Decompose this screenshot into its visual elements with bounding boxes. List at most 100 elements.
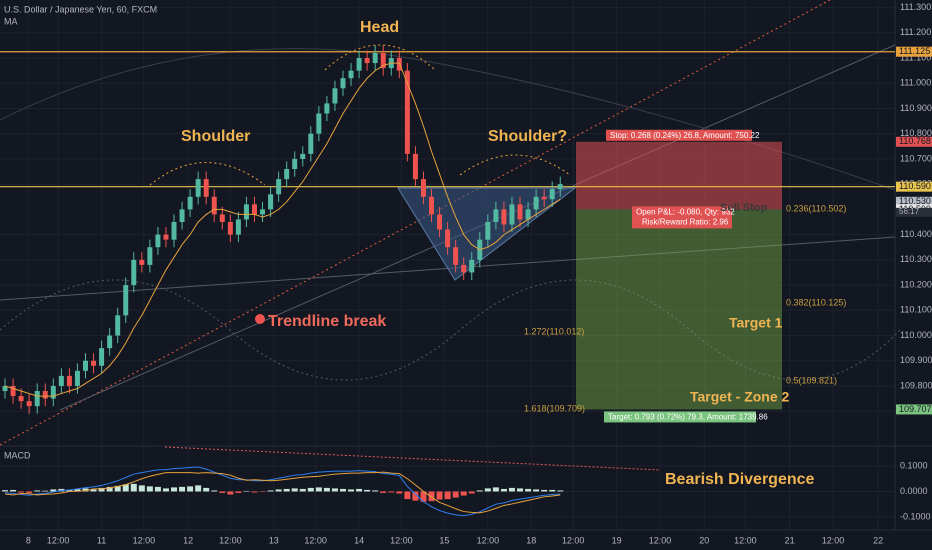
break-marker bbox=[255, 314, 265, 324]
x-tick-label: 15 bbox=[439, 535, 449, 545]
price-tag-label: 111.125 bbox=[899, 46, 930, 56]
macd-bar bbox=[323, 487, 330, 492]
x-tick-label: 18 bbox=[526, 535, 536, 545]
annotation: Sell Stop bbox=[720, 202, 767, 214]
y-tick-label: 110.700 bbox=[900, 153, 932, 163]
candle-body bbox=[123, 285, 129, 316]
candle-body bbox=[372, 52, 378, 64]
macd-bar bbox=[412, 491, 419, 501]
candle-body bbox=[324, 103, 330, 114]
macd-bar bbox=[557, 490, 564, 492]
macd-bar bbox=[122, 484, 129, 492]
x-tick-label: 12:00 bbox=[734, 535, 757, 545]
y-tick-label: 0.0000 bbox=[900, 486, 928, 496]
candle-body bbox=[525, 209, 531, 220]
candle-body bbox=[549, 189, 555, 200]
macd-bar bbox=[162, 488, 169, 492]
candle-body bbox=[557, 184, 563, 190]
candle-body bbox=[131, 259, 137, 286]
candle-body bbox=[203, 179, 209, 197]
macd-title: MACD bbox=[4, 450, 31, 460]
macd-bar bbox=[307, 487, 314, 492]
macd-bar bbox=[500, 488, 507, 492]
candle-body bbox=[187, 196, 193, 210]
macd-bar bbox=[114, 485, 121, 492]
stop-label: Stop: 0.268 (0.24%) 26.8, Amount: 750.22 bbox=[610, 131, 760, 140]
symbol-title: U.S. Dollar / Japanese Yen, 60, FXCM bbox=[4, 4, 157, 14]
y-tick-label: 109.800 bbox=[900, 380, 932, 390]
macd-bar bbox=[348, 489, 355, 492]
price-tag bbox=[896, 136, 932, 147]
divergence-line bbox=[164, 446, 661, 471]
macd-bar bbox=[259, 491, 266, 492]
candle-body bbox=[34, 391, 40, 407]
macd-bar bbox=[533, 489, 540, 492]
price-tag-label: 109.707 bbox=[899, 404, 932, 414]
macd-bar bbox=[492, 487, 499, 492]
x-tick-label: 22 bbox=[873, 535, 883, 545]
annotation: Bearish Divergence bbox=[665, 471, 815, 488]
candle-body bbox=[91, 360, 97, 366]
macd-bar bbox=[476, 490, 483, 492]
candle-body bbox=[26, 401, 32, 407]
candle-body bbox=[82, 360, 88, 371]
candle-body bbox=[268, 194, 274, 210]
countdown-box bbox=[896, 207, 932, 217]
price-tag-label: 110.530 bbox=[899, 196, 931, 206]
candle-body bbox=[243, 204, 249, 220]
macd-bar bbox=[388, 491, 395, 493]
x-tick-label: 12:00 bbox=[390, 535, 413, 545]
y-tick-label: 111.000 bbox=[900, 78, 931, 88]
trendline bbox=[0, 0, 831, 446]
macd-bar bbox=[549, 489, 556, 492]
x-tick-label: 12:00 bbox=[822, 535, 845, 545]
x-tick-label: 20 bbox=[699, 535, 709, 545]
price-tag bbox=[896, 46, 932, 57]
y-tick-label: 111.100 bbox=[900, 52, 931, 62]
x-tick-label: 11 bbox=[97, 535, 106, 545]
macd-bar bbox=[2, 490, 9, 492]
x-tick-label: 8 bbox=[26, 535, 31, 545]
macd-bar bbox=[339, 488, 346, 492]
candle-body bbox=[533, 196, 539, 210]
macd-bar bbox=[154, 486, 161, 492]
candle-body bbox=[364, 58, 370, 64]
x-tick-label: 14 bbox=[354, 535, 364, 545]
macd-bar bbox=[211, 490, 218, 492]
x-tick-label: 12:00 bbox=[304, 535, 327, 545]
macd-bar bbox=[372, 490, 379, 492]
candle-body bbox=[235, 219, 241, 235]
macd-bar bbox=[219, 491, 226, 493]
candle-body bbox=[195, 179, 201, 197]
macd-bar bbox=[146, 486, 153, 492]
macd-bar bbox=[508, 487, 515, 492]
candle-body bbox=[276, 179, 282, 195]
candle-body bbox=[332, 88, 338, 104]
indicator-label: MA bbox=[4, 16, 18, 26]
x-tick-label: 12:00 bbox=[133, 535, 156, 545]
y-tick-label: 109.900 bbox=[900, 355, 932, 365]
marks: 111.125110.768110.590110.530110.500109.7… bbox=[0, 45, 932, 517]
x-tick-label: 19 bbox=[612, 535, 622, 545]
macd-bar bbox=[227, 491, 234, 495]
macd-bar bbox=[50, 489, 57, 492]
macd-bar bbox=[364, 489, 371, 492]
fib-label: 0.5(109.821) bbox=[786, 375, 837, 385]
annotation: Target 1 bbox=[729, 315, 783, 331]
candle-body bbox=[155, 234, 161, 248]
candle-body bbox=[99, 348, 105, 366]
candle-body bbox=[171, 222, 177, 240]
label-box bbox=[604, 411, 756, 423]
macd-bar bbox=[484, 488, 491, 492]
stop-zone bbox=[576, 141, 782, 210]
candle-body bbox=[461, 264, 467, 273]
candle-body bbox=[300, 153, 306, 159]
y-tick-label: 110.200 bbox=[900, 279, 932, 289]
annotation: Shoulder bbox=[181, 128, 250, 145]
macd-bar bbox=[34, 490, 41, 492]
macd-bar bbox=[106, 486, 113, 492]
macd-bar bbox=[98, 487, 105, 492]
macd-bar bbox=[315, 487, 322, 492]
